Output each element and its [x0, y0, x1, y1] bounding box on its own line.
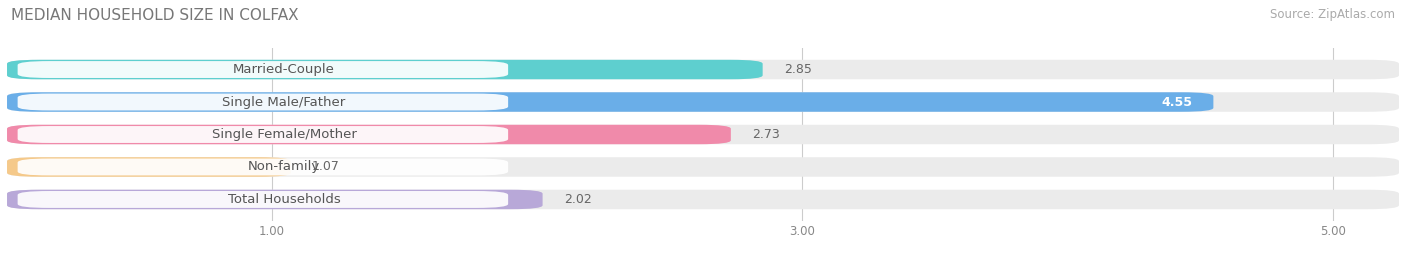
FancyBboxPatch shape: [7, 190, 543, 209]
FancyBboxPatch shape: [7, 157, 291, 177]
Text: 2.02: 2.02: [564, 193, 592, 206]
FancyBboxPatch shape: [7, 92, 1399, 112]
FancyBboxPatch shape: [7, 157, 1399, 177]
FancyBboxPatch shape: [18, 126, 508, 143]
FancyBboxPatch shape: [18, 94, 508, 111]
FancyBboxPatch shape: [18, 158, 508, 175]
FancyBboxPatch shape: [7, 125, 1399, 144]
Text: Married-Couple: Married-Couple: [233, 63, 335, 76]
Text: Non-family: Non-family: [247, 161, 321, 174]
Text: Single Male/Father: Single Male/Father: [222, 95, 346, 108]
FancyBboxPatch shape: [7, 60, 1399, 79]
FancyBboxPatch shape: [7, 92, 1213, 112]
FancyBboxPatch shape: [18, 61, 508, 78]
Text: Single Female/Mother: Single Female/Mother: [212, 128, 357, 141]
Text: Total Households: Total Households: [228, 193, 340, 206]
Text: 2.73: 2.73: [752, 128, 780, 141]
FancyBboxPatch shape: [7, 190, 1399, 209]
Text: 2.85: 2.85: [785, 63, 811, 76]
FancyBboxPatch shape: [7, 60, 762, 79]
Text: 4.55: 4.55: [1161, 95, 1192, 108]
Text: Source: ZipAtlas.com: Source: ZipAtlas.com: [1270, 8, 1395, 21]
FancyBboxPatch shape: [18, 191, 508, 208]
Text: 1.07: 1.07: [312, 161, 340, 174]
Text: MEDIAN HOUSEHOLD SIZE IN COLFAX: MEDIAN HOUSEHOLD SIZE IN COLFAX: [11, 8, 299, 23]
FancyBboxPatch shape: [7, 125, 731, 144]
